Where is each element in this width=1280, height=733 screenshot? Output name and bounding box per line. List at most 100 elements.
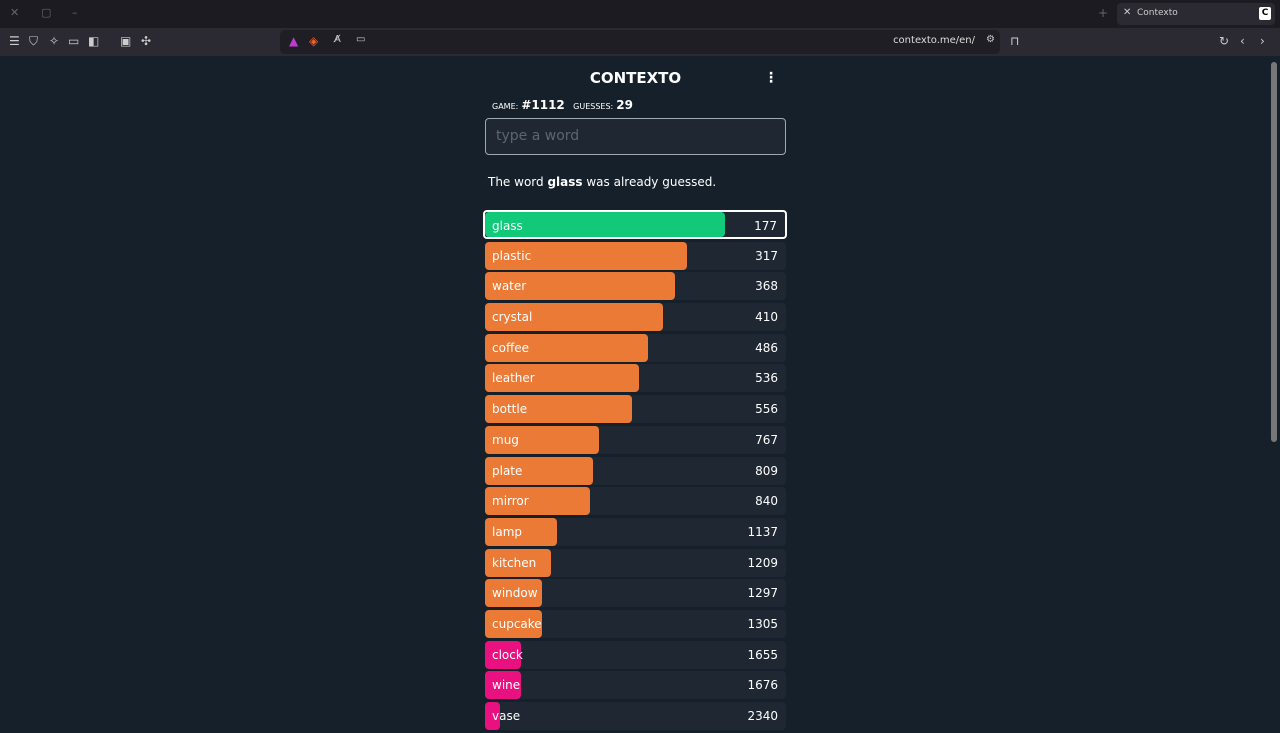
menu-icon[interactable]: ☰ <box>9 34 20 48</box>
back-icon[interactable]: ‹ <box>1240 34 1245 48</box>
guess-row: crystal 410 <box>485 303 786 332</box>
guess-distance: 767 <box>755 432 778 447</box>
cast-icon[interactable]: ▭ <box>356 34 366 45</box>
guess-distance: 1305 <box>747 616 778 631</box>
favicon: C <box>1259 7 1271 20</box>
guess-row: leather 536 <box>485 364 786 393</box>
guess-row: mirror 840 <box>485 487 786 516</box>
guess-word: coffee <box>492 340 529 355</box>
tab-contexto[interactable]: ✕ Contexto C <box>1117 3 1275 25</box>
guess-row: vase 2340 <box>485 702 786 730</box>
guess-distance: 809 <box>755 463 778 478</box>
similarity-bar <box>485 212 725 237</box>
tab-title: Contexto <box>1137 8 1178 18</box>
guess-list: glass 177 plastic 317 water 368 crystal … <box>483 210 787 730</box>
close-window-icon[interactable]: ✕ <box>10 6 20 19</box>
shield-icon[interactable]: ⛉ <box>29 34 39 48</box>
tabs-icon[interactable]: ▭ <box>68 34 80 48</box>
brave-shield-icon[interactable]: ◈ <box>309 34 319 48</box>
guess-row: coffee 486 <box>485 333 786 362</box>
tab-bar: ✕ ▢ – + ✕ Contexto C <box>0 0 1280 28</box>
extensions-icon[interactable]: ✣ <box>141 34 152 48</box>
similarity-bar <box>485 487 591 516</box>
similarity-bar <box>485 241 687 270</box>
guess-word: plate <box>492 463 523 478</box>
more-options-icon[interactable]: ⋮ <box>764 70 778 86</box>
game-label: GAME: <box>492 102 519 111</box>
guess-row: glass 177 <box>483 210 787 239</box>
minimize-icon[interactable]: – <box>72 6 78 19</box>
similarity-bar <box>485 333 648 362</box>
guess-distance: 840 <box>755 494 778 509</box>
guess-row: water 368 <box>485 272 786 301</box>
url-text[interactable]: contexto.me/en/ <box>893 35 975 46</box>
address-bar[interactable]: ▲ ◈ A̸ ▭ contexto.me/en/ ⚙ <box>280 30 1000 54</box>
guess-row: plate 809 <box>485 456 786 485</box>
sidebar-icon[interactable]: ◧ <box>88 34 100 48</box>
guess-word: plastic <box>492 248 532 263</box>
guess-row: window 1297 <box>485 579 786 608</box>
guess-distance: 410 <box>755 310 778 325</box>
bookmark-icon[interactable]: ⊓ <box>1010 34 1020 48</box>
guess-distance: 1297 <box>747 586 778 601</box>
guess-distance: 1676 <box>747 678 778 693</box>
aurora-icon[interactable]: ▲ <box>289 34 299 48</box>
message-word: glass <box>547 175 583 189</box>
guess-word: mug <box>492 432 519 447</box>
guess-row: wine 1676 <box>485 671 786 700</box>
forward-icon[interactable]: › <box>1260 34 1265 48</box>
message-prefix: The word <box>488 175 548 189</box>
maximize-icon[interactable]: ▢ <box>41 6 52 19</box>
guess-distance: 486 <box>755 340 778 355</box>
guess-word: bottle <box>492 402 528 417</box>
pin-icon[interactable]: ✧ <box>49 34 60 48</box>
guess-distance: 317 <box>755 248 778 263</box>
scrollbar[interactable] <box>1271 62 1277 442</box>
guess-distance: 2340 <box>747 709 778 723</box>
similarity-bar <box>485 548 552 577</box>
guess-row: bottle 556 <box>485 395 786 424</box>
guess-distance: 368 <box>755 279 778 294</box>
guess-row: cupcake 1305 <box>485 609 786 638</box>
guess-word: window <box>492 586 538 601</box>
similarity-bar <box>485 303 663 332</box>
similarity-bar <box>485 579 543 608</box>
translate-icon[interactable]: A̸ <box>334 34 341 45</box>
guess-row: lamp 1137 <box>485 517 786 546</box>
guess-row: mug 767 <box>485 425 786 454</box>
guess-row: kitchen 1209 <box>485 548 786 577</box>
guess-distance: 177 <box>754 219 777 233</box>
game-container: CONTEXTO ⋮ GAME: #1112 GUESSES: 29 type a … <box>483 56 787 733</box>
reload-icon[interactable]: ↻ <box>1219 34 1230 48</box>
guesses-label: GUESSES: <box>573 102 614 111</box>
capture-icon[interactable]: ▣ <box>120 34 132 48</box>
guesses-count: 29 <box>616 98 633 112</box>
guess-row: plastic 317 <box>485 241 786 270</box>
similarity-bar <box>485 272 675 301</box>
guess-word: lamp <box>492 524 522 539</box>
guess-distance: 1137 <box>747 524 778 539</box>
guess-word: glass <box>492 219 523 233</box>
word-input[interactable]: type a word <box>485 118 786 155</box>
guess-word: wine <box>492 678 521 693</box>
site-settings-icon[interactable]: ⚙ <box>986 34 995 45</box>
guess-word: clock <box>492 647 523 662</box>
guess-distance: 556 <box>755 402 778 417</box>
status-message: The word glass was already guessed. <box>488 175 786 189</box>
game-info: GAME: #1112 GUESSES: 29 <box>492 98 786 112</box>
guess-word: kitchen <box>492 555 537 570</box>
guess-distance: 1209 <box>747 555 778 570</box>
guess-word: leather <box>492 371 535 386</box>
message-suffix: was already guessed. <box>582 175 717 189</box>
guess-distance: 536 <box>755 371 778 386</box>
game-number: #1112 <box>521 98 565 112</box>
guess-row: clock 1655 <box>485 640 786 669</box>
similarity-bar <box>485 456 594 485</box>
new-tab-icon[interactable]: + <box>1098 6 1109 20</box>
similarity-bar <box>485 364 639 393</box>
guess-word: mirror <box>492 494 529 509</box>
close-tab-icon[interactable]: ✕ <box>1123 7 1132 18</box>
similarity-bar <box>485 395 633 424</box>
guess-word: cupcake <box>492 616 542 631</box>
guess-word: water <box>492 279 527 294</box>
